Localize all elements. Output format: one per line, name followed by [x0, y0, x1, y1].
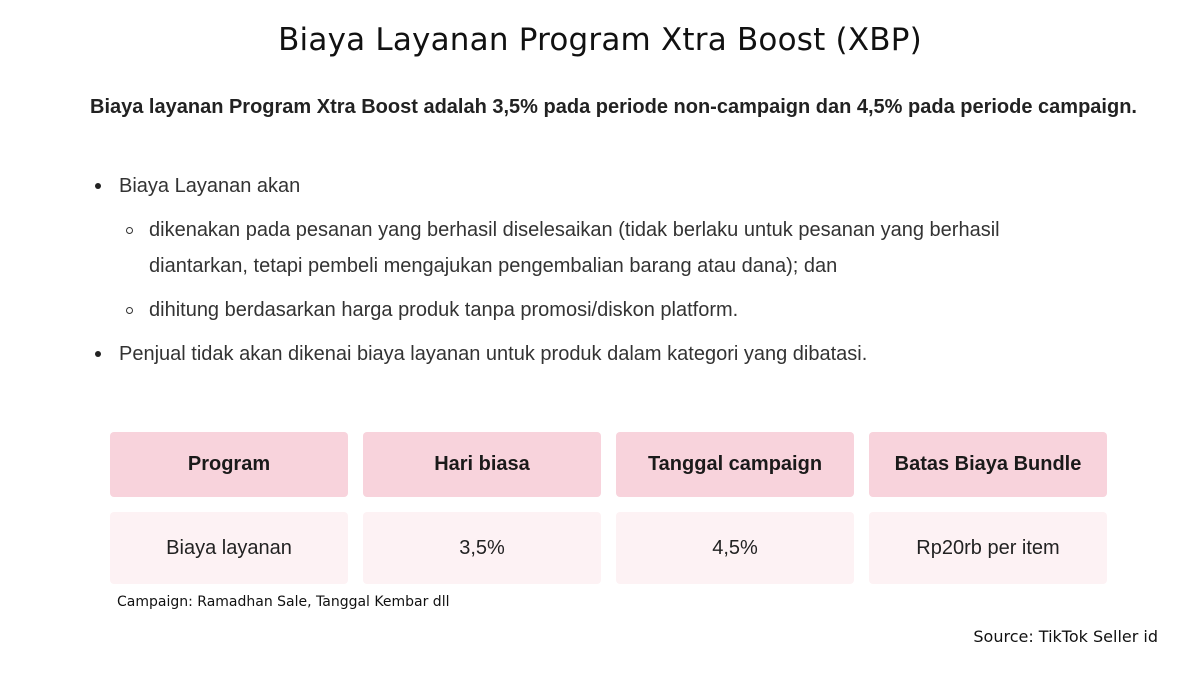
table-header-cell: Hari biasa [363, 432, 601, 497]
fee-table: Program Hari biasa Tanggal campaign Bata… [110, 432, 1108, 584]
table-cell: Biaya layanan [110, 512, 348, 584]
sub-bullet-text: dikenakan pada pesanan yang berhasil dis… [149, 219, 1000, 277]
bullet-dot-icon [95, 183, 101, 189]
table-header-cell: Batas Biaya Bundle [869, 432, 1107, 497]
bullet-circle-icon [126, 227, 133, 234]
table-cell: 3,5% [363, 512, 601, 584]
table-header-cell: Program [110, 432, 348, 497]
bullet-list: Biaya Layanan akan dikenakan pada pesana… [90, 168, 1110, 372]
bullet-circle-icon [126, 307, 133, 314]
table-header-cell: Tanggal campaign [616, 432, 854, 497]
bullet-dot-icon [95, 351, 101, 357]
sub-bullet-item: dikenakan pada pesanan yang berhasil dis… [90, 212, 1110, 284]
sub-bullet-text: dihitung berdasarkan harga produk tanpa … [149, 299, 739, 321]
table-cell: Rp20rb per item [869, 512, 1107, 584]
bullet-item: Biaya Layanan akan [90, 168, 1110, 204]
bullet-item: Penjual tidak akan dikenai biaya layanan… [90, 336, 1110, 372]
sub-bullet-item: dihitung berdasarkan harga produk tanpa … [90, 292, 1110, 328]
footnote: Campaign: Ramadhan Sale, Tanggal Kembar … [117, 594, 450, 610]
lead-paragraph: Biaya layanan Program Xtra Boost adalah … [90, 96, 1137, 118]
page-title: Biaya Layanan Program Xtra Boost (XBP) [278, 22, 922, 58]
source-credit: Source: TikTok Seller id [973, 627, 1158, 646]
bullet-text: Biaya Layanan akan [119, 175, 301, 197]
table-cell: 4,5% [616, 512, 854, 584]
bullet-text: Penjual tidak akan dikenai biaya layanan… [119, 343, 868, 365]
